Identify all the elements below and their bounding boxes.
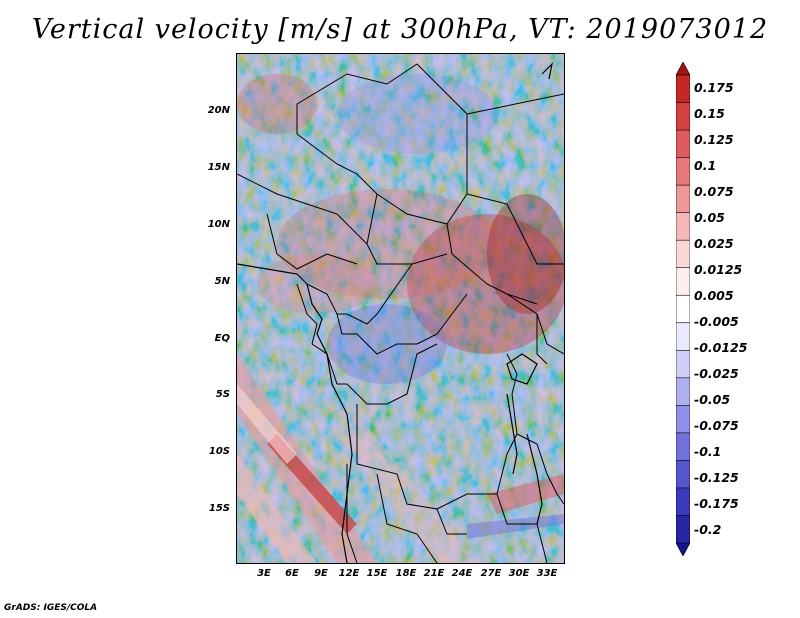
colorbar-segment-6: [676, 212, 690, 241]
x-tick-21e: 21E: [423, 568, 445, 579]
map-panel: [236, 53, 565, 564]
x-tick-18e: 18E: [395, 568, 417, 579]
coastlines: [237, 62, 553, 563]
cb-label-4: 0.075: [694, 184, 734, 199]
x-tick-30e: 30E: [508, 568, 530, 579]
colorbar-segment-11: [676, 349, 690, 379]
country-borders: [237, 63, 564, 563]
y-tick-15n: 15N: [207, 162, 230, 173]
colorbar-segment-13: [676, 405, 690, 434]
x-tick-6e: 6E: [285, 568, 299, 579]
cb-label-3: 0.1: [694, 158, 717, 173]
colorbar-segment-1: [676, 74, 690, 104]
y-tick-5s: 5S: [215, 389, 230, 400]
colorbar-segment-3: [676, 129, 690, 159]
cb-label-6: 0.025: [694, 236, 734, 251]
cb-label-12: -0.05: [694, 392, 731, 407]
cb-label-7: 0.0125: [694, 262, 743, 277]
cb-label-13: -0.075: [694, 418, 739, 433]
y-tick-10s: 10S: [208, 446, 230, 457]
colorbar-segment-12: [676, 377, 690, 407]
colorbar-segment-5: [676, 184, 690, 214]
cb-label-15: -0.125: [694, 470, 739, 485]
cb-label-11: -0.025: [694, 366, 739, 381]
colorbar-segment-15: [676, 460, 690, 489]
colorbar-segment-9: [676, 294, 690, 324]
x-tick-3e: 3E: [257, 568, 271, 579]
cb-label-14: -0.1: [694, 444, 722, 459]
y-tick-15s: 15S: [208, 503, 230, 514]
y-tick-20n: 20N: [207, 105, 230, 116]
grads-credit: GrADS: IGES/COLA: [4, 603, 98, 613]
colorbar-segment-2: [676, 102, 690, 131]
x-tick-12e: 12E: [338, 568, 360, 579]
cb-label-1: 0.15: [694, 106, 725, 121]
colorbar-segment-16: [676, 487, 690, 517]
colorbar: [676, 62, 690, 556]
x-tick-27e: 27E: [480, 568, 502, 579]
cb-label-2: 0.125: [694, 132, 734, 147]
colorbar-segment-8: [676, 267, 690, 297]
cb-label-10: -0.0125: [694, 340, 748, 355]
x-tick-33e: 33E: [536, 568, 558, 579]
y-tick-eq: EQ: [214, 333, 230, 344]
cb-label-9: -0.005: [694, 314, 739, 329]
y-tick-5n: 5N: [214, 276, 230, 287]
colorbar-segment-14: [676, 432, 690, 462]
x-tick-24e: 24E: [451, 568, 473, 579]
x-tick-9e: 9E: [314, 568, 328, 579]
vertical-velocity-field: [237, 54, 564, 563]
cb-label-16: -0.175: [694, 496, 739, 511]
cb-label-8: 0.005: [694, 288, 734, 303]
cb-label-5: 0.05: [694, 210, 725, 225]
colorbar-segment-17: [676, 515, 690, 544]
y-tick-10n: 10N: [207, 219, 230, 230]
cb-label-0: 0.175: [694, 80, 734, 95]
colorbar-segment-10: [676, 322, 690, 352]
colorbar-segment-18: [676, 542, 690, 556]
cb-label-17: -0.2: [694, 522, 722, 537]
map-title: Vertical velocity [m/s] at 300hPa, VT: 2…: [31, 14, 769, 45]
colorbar-segment-0: [676, 62, 690, 76]
colorbar-segment-4: [676, 157, 690, 186]
colorbar-segment-7: [676, 239, 690, 269]
x-tick-15e: 15E: [366, 568, 388, 579]
